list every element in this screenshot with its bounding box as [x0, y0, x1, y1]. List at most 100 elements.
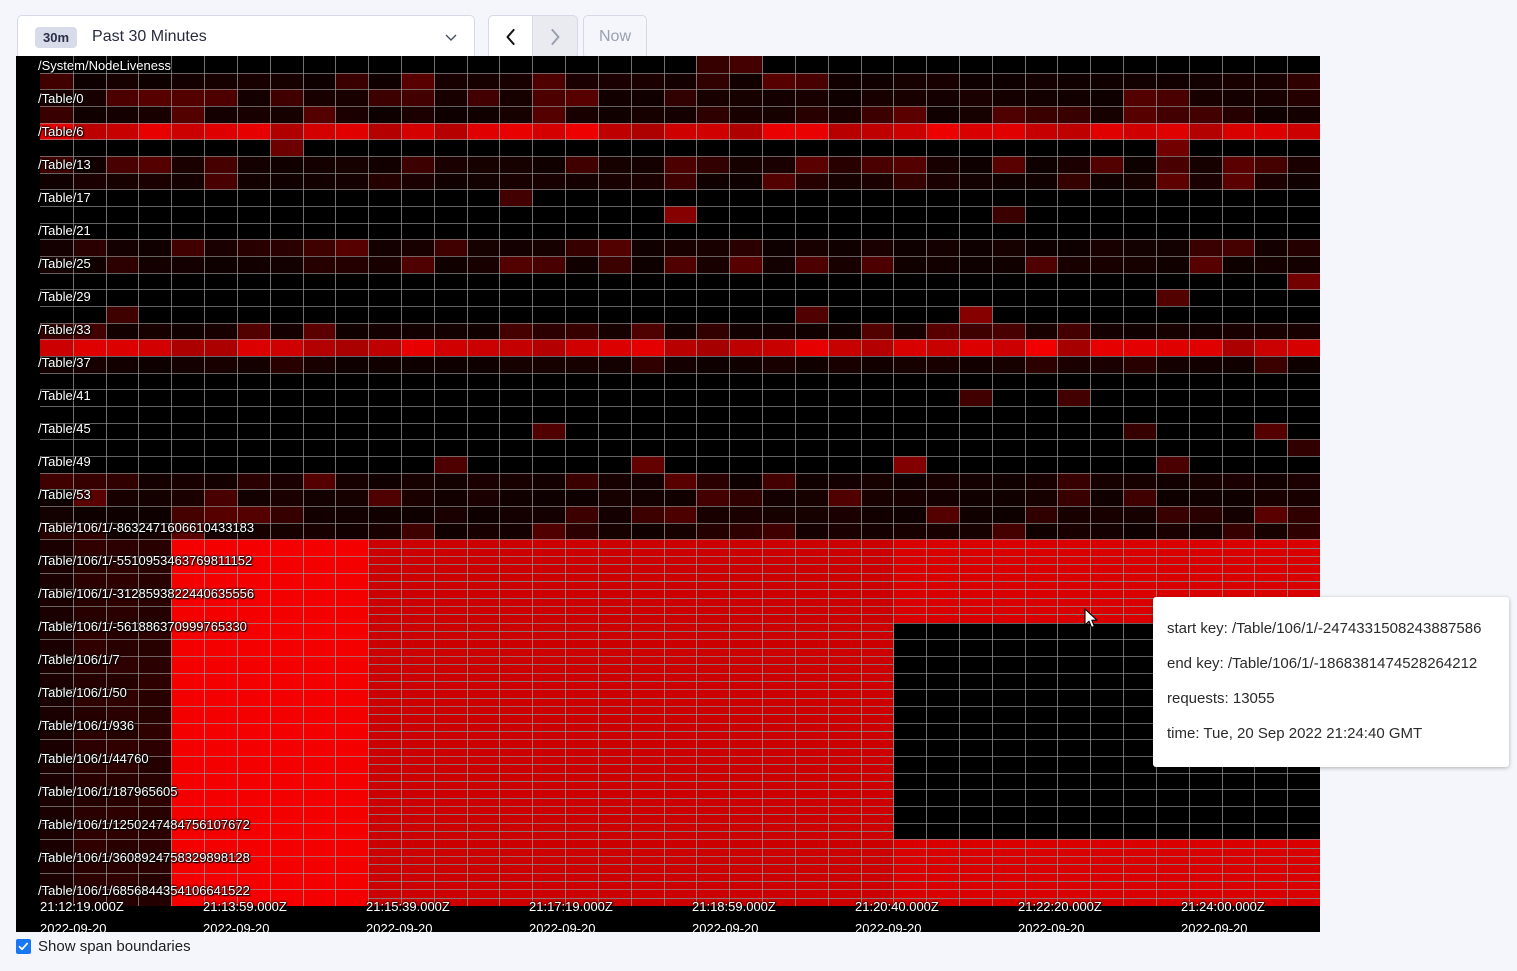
heatmap-cell[interactable] — [236, 256, 270, 273]
heatmap-cell[interactable] — [171, 322, 205, 340]
show-span-boundaries-checkbox[interactable] — [16, 939, 31, 954]
heatmap-cell[interactable] — [1090, 122, 1124, 140]
heatmap-cell[interactable] — [72, 772, 106, 790]
heatmap-cell[interactable] — [1057, 172, 1091, 190]
heatmap-cell[interactable] — [171, 706, 205, 723]
heatmap-cell[interactable] — [827, 156, 861, 173]
heatmap-cell[interactable] — [105, 856, 139, 873]
heatmap-cell[interactable] — [499, 322, 533, 340]
heatmap-cell[interactable] — [269, 356, 303, 373]
heatmap-cell[interactable] — [40, 172, 73, 190]
heatmap-cell[interactable] — [991, 172, 1025, 190]
heatmap-cell[interactable] — [663, 322, 697, 340]
heatmap-cell[interactable] — [335, 356, 369, 373]
heatmap-cell[interactable] — [565, 122, 599, 140]
heatmap-cell[interactable] — [958, 106, 992, 123]
heatmap-cell[interactable] — [597, 239, 631, 257]
heatmap-cell[interactable] — [827, 339, 861, 357]
heatmap-cell[interactable] — [302, 622, 336, 640]
heatmap-cell[interactable] — [138, 256, 172, 273]
heatmap-cell[interactable] — [302, 706, 336, 723]
heatmap-cell[interactable] — [72, 506, 106, 523]
heatmap-cell[interactable] — [532, 106, 566, 123]
heatmap-cell[interactable] — [171, 872, 205, 890]
heatmap-cell[interactable] — [1057, 506, 1091, 523]
heatmap-cell[interactable] — [1155, 256, 1189, 273]
heatmap-cell[interactable] — [302, 739, 336, 757]
heatmap-cell[interactable] — [991, 339, 1025, 357]
heatmap-cell[interactable] — [105, 239, 139, 257]
heatmap-cell[interactable] — [860, 106, 894, 123]
heatmap-cell[interactable] — [565, 239, 599, 257]
heatmap-plot-area[interactable] — [40, 56, 1320, 906]
heatmap-cell[interactable] — [1024, 472, 1058, 490]
heatmap-cell[interactable] — [1057, 156, 1091, 173]
heatmap-cell[interactable] — [1090, 72, 1124, 90]
heatmap-cell[interactable] — [860, 156, 894, 173]
heatmap-cell[interactable] — [762, 172, 796, 190]
heatmap-cell[interactable] — [696, 522, 730, 540]
heatmap-cell[interactable] — [433, 506, 467, 523]
heatmap-cell[interactable] — [1221, 122, 1255, 140]
heatmap-cell[interactable] — [204, 772, 238, 790]
heatmap-cell[interactable] — [926, 339, 960, 357]
heatmap-cell[interactable] — [105, 122, 139, 140]
heatmap-cell[interactable] — [1123, 156, 1157, 173]
heatmap-cell[interactable] — [433, 456, 467, 473]
heatmap-cell[interactable] — [827, 106, 861, 123]
heatmap-cell[interactable] — [236, 672, 270, 690]
heatmap-cell[interactable] — [236, 889, 270, 906]
heatmap-cell[interactable] — [762, 339, 796, 357]
heatmap-cell[interactable] — [302, 489, 336, 507]
heatmap-cell[interactable] — [1188, 122, 1222, 140]
heatmap-cell[interactable] — [991, 206, 1025, 223]
heatmap-cell[interactable] — [236, 856, 270, 873]
heatmap-cell[interactable] — [40, 106, 73, 123]
heatmap-cell[interactable] — [335, 572, 369, 590]
heatmap-cell[interactable] — [499, 189, 533, 207]
heatmap-cell[interactable] — [40, 706, 73, 723]
heatmap-cell[interactable] — [105, 322, 139, 340]
heatmap-cell[interactable] — [1123, 89, 1157, 107]
heatmap-cell[interactable] — [171, 572, 205, 590]
heatmap-cell[interactable] — [532, 172, 566, 190]
heatmap-cell[interactable] — [171, 89, 205, 107]
heatmap-cell[interactable] — [302, 572, 336, 590]
heatmap-cell[interactable] — [1254, 506, 1288, 523]
heatmap-cell[interactable] — [958, 89, 992, 107]
heatmap-cell[interactable] — [532, 422, 566, 440]
heatmap-cell[interactable] — [1221, 522, 1255, 540]
heatmap-cell[interactable] — [105, 306, 139, 323]
heatmap-cell[interactable] — [696, 172, 730, 190]
heatmap-cell[interactable] — [171, 856, 205, 873]
heatmap-cell[interactable] — [72, 589, 106, 607]
heatmap-cell[interactable] — [827, 89, 861, 107]
heatmap-cell[interactable] — [105, 739, 139, 757]
heatmap-cell[interactable] — [597, 256, 631, 273]
heatmap-cell[interactable] — [499, 256, 533, 273]
heatmap-cell[interactable] — [827, 122, 861, 140]
heatmap-cell[interactable] — [565, 339, 599, 357]
heatmap-cell[interactable] — [204, 689, 238, 707]
heatmap-cell[interactable] — [204, 722, 238, 740]
heatmap-cell[interactable] — [138, 356, 172, 373]
heatmap-cell[interactable] — [1188, 472, 1222, 490]
heatmap-cell[interactable] — [269, 772, 303, 790]
heatmap-cell[interactable] — [269, 89, 303, 107]
heatmap-cell[interactable] — [1057, 89, 1091, 107]
heatmap-cell[interactable] — [40, 589, 73, 607]
heatmap-cell[interactable] — [433, 322, 467, 340]
heatmap-cell[interactable] — [302, 72, 336, 90]
heatmap-cell[interactable] — [368, 106, 402, 123]
heatmap-cell[interactable] — [236, 106, 270, 123]
heatmap-cell[interactable] — [171, 606, 205, 623]
heatmap-cell[interactable] — [138, 172, 172, 190]
heatmap-cell[interactable] — [1155, 156, 1189, 173]
heatmap-cell[interactable] — [762, 256, 796, 273]
heatmap-cell[interactable] — [499, 356, 533, 373]
heatmap-cell[interactable] — [762, 89, 796, 107]
heatmap-cell[interactable] — [138, 756, 172, 773]
heatmap-cell[interactable] — [532, 356, 566, 373]
heatmap-cell[interactable] — [827, 489, 861, 507]
heatmap-cell[interactable] — [958, 256, 992, 273]
